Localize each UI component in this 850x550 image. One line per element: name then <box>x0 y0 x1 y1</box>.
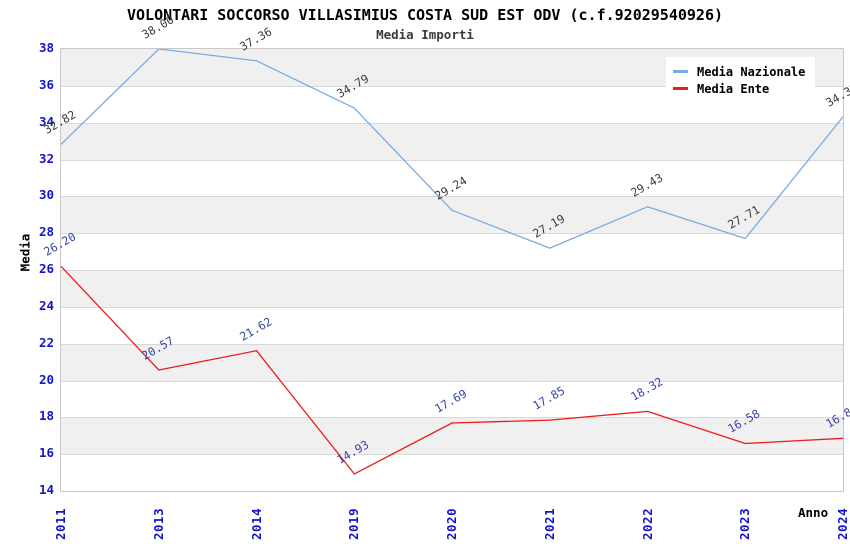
legend-item-media-nazionale: Media Nazionale <box>673 64 805 79</box>
y-axis-tick: 32 <box>38 151 54 166</box>
plot-band <box>61 454 843 491</box>
x-axis-tick: 2019 <box>346 507 361 540</box>
x-axis-title: Anno <box>798 505 829 520</box>
x-axis-tick: 2021 <box>542 507 557 540</box>
plot-band <box>61 344 843 381</box>
plot-band <box>61 123 843 160</box>
legend-item-media-ente: Media Ente <box>673 81 805 96</box>
media-ente-swatch-icon <box>673 87 688 90</box>
series-line-media-ente <box>61 265 843 475</box>
gridline <box>61 160 843 161</box>
gridline <box>61 123 843 124</box>
gridline <box>61 270 843 271</box>
plot-band <box>61 270 843 307</box>
y-axis-tick: 30 <box>38 187 54 202</box>
series-lines <box>61 49 843 475</box>
x-axis-tick: 2011 <box>53 507 68 540</box>
x-axis-tick: 2022 <box>640 507 655 540</box>
y-axis-tick: 24 <box>38 298 54 313</box>
media-nazionale-swatch-icon <box>673 70 688 73</box>
plot-band <box>61 233 843 270</box>
legend-label-media-nazionale: Media Nazionale <box>697 64 806 79</box>
plot-band <box>61 381 843 417</box>
gridline <box>61 344 843 345</box>
gridline <box>61 454 843 455</box>
x-axis-tick: 2024 <box>835 507 850 540</box>
y-axis-tick: 36 <box>38 77 54 92</box>
x-axis-tick: 2014 <box>249 507 264 540</box>
y-axis-tick: 14 <box>38 482 54 497</box>
gridline <box>61 307 843 308</box>
chart-subtitle: Media Importi <box>376 27 474 42</box>
y-axis-tick: 22 <box>38 335 54 350</box>
y-axis-tick: 20 <box>38 372 54 387</box>
y-axis-title: Media <box>17 233 33 272</box>
y-axis-tick: 26 <box>38 261 54 276</box>
x-axis-tick: 2023 <box>737 507 752 540</box>
legend-label-media-ente: Media Ente <box>697 81 770 96</box>
x-axis-tick: 2020 <box>444 507 459 540</box>
plot-area <box>60 48 844 492</box>
series-line-media-nazionale <box>61 49 843 249</box>
gridline <box>61 381 843 382</box>
y-axis-tick: 34 <box>38 114 54 129</box>
gridline <box>61 417 843 418</box>
plot-band <box>61 160 843 196</box>
gridline <box>61 233 843 234</box>
legend: Media Nazionale Media Ente <box>666 57 816 103</box>
y-axis-tick: 28 <box>38 224 54 239</box>
gridline <box>61 86 843 87</box>
plot-band <box>61 307 843 344</box>
y-axis-tick: 18 <box>38 408 54 423</box>
gridline <box>61 196 843 197</box>
y-axis-tick: 16 <box>38 445 54 460</box>
chart-title: VOLONTARI SOCCORSO VILLASIMIUS COSTA SUD… <box>126 6 724 24</box>
plot-band <box>61 196 843 233</box>
y-axis-tick: 38 <box>38 40 54 55</box>
x-axis-tick: 2013 <box>151 507 166 540</box>
